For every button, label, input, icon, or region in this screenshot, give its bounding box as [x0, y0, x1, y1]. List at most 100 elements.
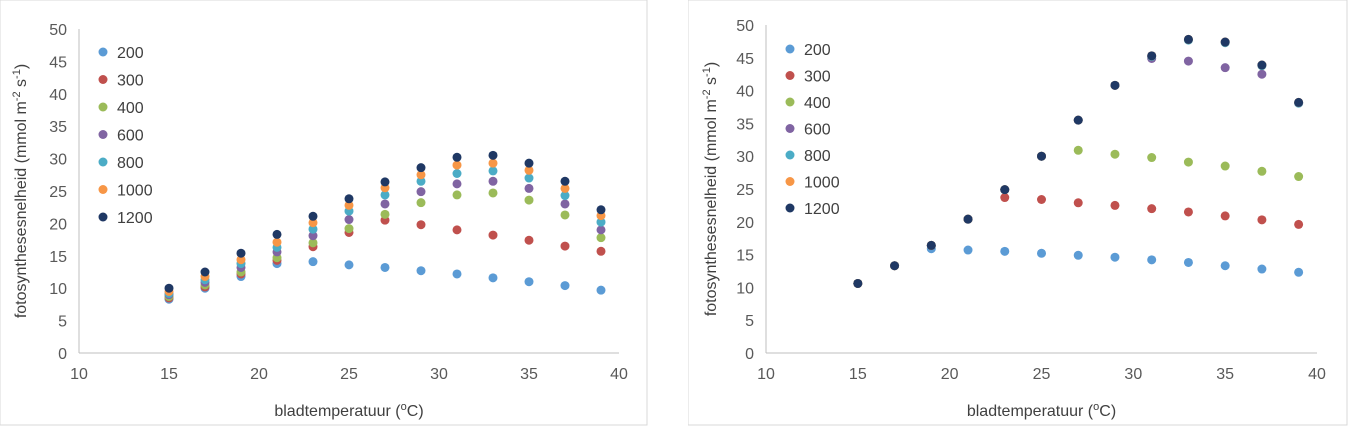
right-legend-label: 300	[804, 69, 831, 86]
right-y-tick-label: 10	[736, 280, 754, 297]
left-data-point	[416, 220, 426, 230]
left-data-point	[488, 150, 498, 160]
left-y-axis-title: fotosynthesesnelheid (mmol m-2 s-1)	[11, 64, 30, 318]
right-y-tick-label: 0	[745, 346, 754, 363]
chart-right-panel: 10 15 20 25 30 35 40 0 5 10 15 20 25 30 35 40 45 50 bladte…	[688, 0, 1348, 426]
right-data-point	[1073, 115, 1083, 125]
left-x-tick-label: 40	[610, 366, 628, 383]
right-legend-label: 600	[804, 122, 831, 139]
left-data-point	[488, 176, 498, 186]
right-legend-marker	[785, 150, 795, 160]
right-y-tick-label: 30	[736, 149, 754, 166]
left-data-point	[596, 205, 606, 215]
right-data-point	[853, 278, 863, 288]
right-data-point	[1257, 69, 1267, 79]
right-x-tick-label: 40	[1308, 366, 1326, 383]
right-y-tick-label: 35	[736, 116, 754, 133]
right-data-point	[1183, 207, 1193, 217]
left-data-point	[416, 163, 426, 173]
left-y-tick-label: 50	[49, 22, 67, 39]
left-data-point	[560, 199, 570, 209]
right-data-point	[1037, 194, 1046, 204]
left-data-point	[164, 283, 174, 293]
left-x-axis-title: bladtemperatuur (oC)	[274, 401, 423, 420]
right-data-point	[1073, 250, 1083, 260]
right-x-tick-label: 30	[1124, 366, 1142, 383]
left-data-point	[524, 277, 534, 287]
left-data-point	[308, 238, 318, 248]
left-data-point	[524, 235, 534, 245]
left-data-point	[380, 177, 390, 187]
left-legend-marker	[98, 75, 108, 84]
right-data-point	[1147, 204, 1157, 214]
left-legend-marker	[98, 157, 108, 167]
right-x-tick-label: 15	[849, 366, 867, 383]
left-y-tick-label: 35	[49, 119, 67, 136]
right-data-point	[1220, 261, 1230, 271]
left-y-tick-label: 0	[58, 346, 67, 363]
left-data-point	[308, 211, 318, 221]
left-x-tick-label: 15	[160, 366, 178, 383]
left-data-point	[596, 225, 606, 235]
left-y-tick-label: 10	[49, 281, 67, 298]
right-data-point	[963, 245, 973, 255]
chart-right-border	[688, 0, 1348, 426]
chart-right: 10 15 20 25 30 35 4005101520253035404550bladte…	[688, 0, 1348, 426]
left-data-point	[416, 176, 426, 186]
left-legend-label: 200	[117, 45, 144, 62]
left-data-point	[416, 198, 426, 208]
right-data-point	[1000, 193, 1010, 203]
left-data-point	[272, 237, 282, 247]
left-y-tick-label: 25	[49, 184, 67, 201]
left-data-point	[560, 241, 570, 251]
left-data-point	[308, 257, 318, 267]
left-legend-label: 1200	[117, 210, 153, 227]
right-data-point	[1220, 63, 1230, 73]
right-data-point	[1000, 246, 1010, 256]
left-data-point	[560, 191, 570, 201]
chart-left-panel: 10 15 20 25 30 35 40 0 5 10 15 20 25 30 35 40 45 50 bladte…	[0, 0, 648, 426]
right-data-point	[963, 214, 973, 224]
right-data-point	[1000, 185, 1010, 195]
left-data-point	[236, 248, 246, 258]
right-x-axis-title: bladtemperatuur (oC)	[967, 401, 1116, 420]
left-data-point	[488, 166, 498, 176]
left-data-point	[308, 218, 318, 228]
right-y-tick-label: 15	[736, 248, 754, 265]
right-data-point	[1183, 157, 1193, 167]
right-data-point	[1037, 248, 1046, 258]
left-data-point	[200, 267, 210, 277]
right-legend-marker	[785, 44, 795, 54]
left-data-point	[488, 273, 498, 283]
right-y-tick-label: 5	[745, 313, 754, 330]
right-data-point	[1220, 37, 1230, 47]
right-data-point	[890, 261, 900, 271]
left-data-point	[560, 176, 570, 186]
right-legend-label: 400	[804, 95, 831, 112]
right-data-point	[1294, 172, 1304, 182]
left-legend-marker	[98, 130, 108, 139]
right-data-point	[1073, 145, 1083, 155]
left-data-point	[596, 246, 606, 256]
right-data-point	[1220, 161, 1230, 171]
left-data-point	[596, 233, 606, 243]
chart-left-border	[0, 0, 648, 426]
left-legend-marker	[98, 47, 108, 57]
left-data-point	[380, 199, 390, 209]
left-series-1000	[164, 158, 606, 296]
right-legend-marker	[785, 97, 795, 107]
left-data-point	[344, 260, 354, 270]
left-data-point	[452, 269, 462, 279]
right-data-point	[1110, 200, 1120, 210]
left-y-tick-label: 20	[49, 216, 67, 233]
right-data-point	[1220, 211, 1230, 221]
left-data-point	[452, 225, 462, 235]
left-x-tick-label: 10	[70, 366, 88, 383]
left-y-tick-label: 5	[58, 314, 67, 331]
left-data-point	[272, 229, 282, 239]
right-legend-marker	[785, 177, 795, 186]
left-legend-marker	[98, 102, 108, 112]
left-series-1200	[164, 150, 606, 293]
right-x-tick-label: 25	[1033, 366, 1051, 383]
right-data-point	[1147, 51, 1157, 61]
